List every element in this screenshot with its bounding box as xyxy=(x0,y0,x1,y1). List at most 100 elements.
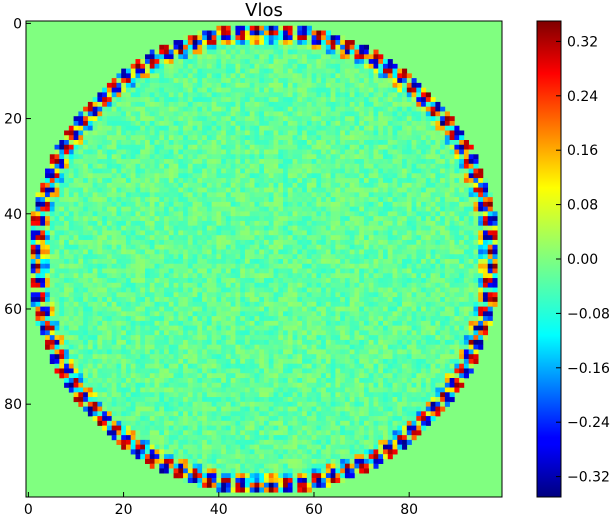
heatmap-cell xyxy=(230,230,236,236)
heatmap-cell xyxy=(397,259,403,265)
heatmap-cell xyxy=(368,206,374,212)
heatmap-cell xyxy=(302,259,308,265)
heatmap-cell xyxy=(83,278,89,284)
heatmap-cell xyxy=(111,101,117,107)
heatmap-cell xyxy=(206,254,212,260)
heatmap-cell xyxy=(287,182,293,188)
heatmap-cell xyxy=(145,244,151,250)
heatmap-cell xyxy=(306,244,312,250)
heatmap-cell xyxy=(306,92,312,98)
heatmap-cell xyxy=(406,140,412,146)
heatmap-cell xyxy=(64,182,70,188)
heatmap-cell xyxy=(116,282,122,288)
heatmap-cell xyxy=(216,97,222,103)
heatmap-cell xyxy=(254,173,260,179)
heatmap-cell xyxy=(454,206,460,212)
heatmap-cell xyxy=(292,140,298,146)
heatmap-cell xyxy=(449,197,455,203)
heatmap-cell xyxy=(268,292,274,298)
heatmap-cell xyxy=(130,63,136,69)
heatmap-cell xyxy=(235,106,241,112)
heatmap-cell xyxy=(92,282,98,288)
heatmap-cell xyxy=(354,59,360,65)
heatmap-cell xyxy=(187,220,193,226)
heatmap-cell xyxy=(192,82,198,88)
heatmap-cell xyxy=(473,244,479,250)
heatmap-cell xyxy=(425,239,431,246)
heatmap-cell xyxy=(311,149,317,155)
heatmap-cell xyxy=(302,125,308,131)
heatmap-cell xyxy=(168,111,174,117)
heatmap-cell xyxy=(259,249,265,255)
heatmap-cell xyxy=(363,301,370,307)
heatmap-cell xyxy=(230,30,236,36)
heatmap-cell xyxy=(473,278,479,284)
heatmap-cell xyxy=(173,54,179,60)
heatmap-cell xyxy=(154,268,160,274)
heatmap-cell xyxy=(463,292,469,298)
heatmap-cell xyxy=(387,92,393,98)
heatmap-cell xyxy=(306,163,312,169)
heatmap-cell xyxy=(173,268,179,274)
heatmap-cell xyxy=(302,144,308,150)
heatmap-cell xyxy=(306,44,312,50)
heatmap-cell xyxy=(302,230,308,236)
chart-title: Vlos xyxy=(245,0,283,21)
heatmap-cell xyxy=(387,168,393,174)
heatmap-cell xyxy=(116,235,122,241)
heatmap-cell xyxy=(387,282,393,288)
heatmap-cell xyxy=(387,244,393,250)
heatmap-cell xyxy=(249,235,255,241)
heatmap-cell xyxy=(492,249,498,255)
heatmap-cell xyxy=(492,225,498,231)
heatmap-cell xyxy=(206,78,212,84)
heatmap-cell xyxy=(359,292,365,298)
heatmap-cell xyxy=(206,282,212,288)
heatmap-cell xyxy=(130,220,136,226)
heatmap-cell xyxy=(154,125,160,131)
heatmap-cell xyxy=(487,254,493,260)
heatmap-cell xyxy=(230,82,236,88)
heatmap-cell xyxy=(83,311,89,317)
heatmap-cell xyxy=(264,35,270,41)
heatmap-cell xyxy=(45,216,51,222)
heatmap-cell xyxy=(378,140,384,146)
heatmap-cell xyxy=(116,149,122,155)
heatmap-cell xyxy=(240,235,246,241)
heatmap-cell xyxy=(321,225,327,231)
heatmap-cell xyxy=(230,249,236,255)
heatmap-cell xyxy=(183,230,189,236)
heatmap-cell xyxy=(321,168,327,174)
heatmap-cell xyxy=(340,230,346,236)
heatmap-cell xyxy=(111,173,117,179)
heatmap-cell xyxy=(35,287,41,293)
heatmap-cell xyxy=(64,301,70,307)
heatmap-cell xyxy=(106,168,112,174)
heatmap-cell xyxy=(354,125,360,131)
heatmap-cell xyxy=(111,144,117,150)
heatmap-cell xyxy=(178,116,184,122)
heatmap-cell xyxy=(92,101,98,107)
heatmap-cell xyxy=(259,278,265,284)
heatmap-cell xyxy=(321,149,327,155)
heatmap-cell xyxy=(192,130,198,136)
heatmap-cell xyxy=(478,206,484,212)
heatmap-cell xyxy=(449,244,455,250)
heatmap-cell xyxy=(306,73,312,79)
heatmap-cell xyxy=(344,292,350,298)
heatmap-cell xyxy=(154,278,160,284)
heatmap-cell xyxy=(140,239,146,246)
heatmap-cell xyxy=(278,106,284,112)
heatmap-cell xyxy=(478,220,484,226)
heatmap-cell xyxy=(378,149,384,155)
heatmap-cell xyxy=(121,292,127,298)
heatmap-cell xyxy=(121,97,127,103)
heatmap-cell xyxy=(378,54,384,60)
heatmap-cell xyxy=(259,254,265,260)
heatmap-cell xyxy=(406,92,412,98)
heatmap-cell xyxy=(335,87,341,93)
heatmap-cell xyxy=(459,225,465,231)
heatmap-cell xyxy=(454,244,460,250)
heatmap-cell xyxy=(111,116,117,122)
heatmap-cell xyxy=(254,306,260,312)
